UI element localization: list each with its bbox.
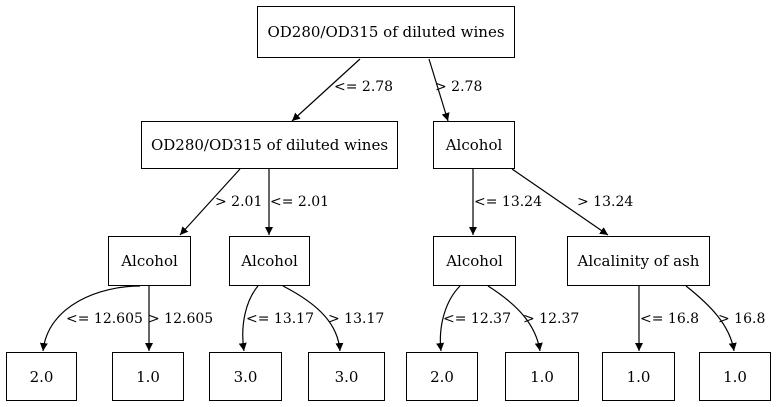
edge-b-right: [282, 285, 344, 352]
edge-l1l-left: [179, 168, 241, 236]
edge-label-c-right: > 12.37: [523, 311, 580, 327]
edge-root-left: [291, 58, 361, 122]
edge-label-root-right: > 2.78: [435, 79, 483, 95]
edge-label-l1l-left: > 2.01: [215, 194, 263, 210]
leaf-node-1: 2.0: [6, 352, 77, 401]
edge-c-left: [436, 285, 461, 352]
edge-b-left: [238, 285, 259, 352]
edge-label-d-left: <= 16.8: [640, 311, 700, 327]
edge-c-right: [487, 285, 543, 352]
leaf-node-7: 1.0: [602, 352, 675, 401]
level2-node-b: Alcohol: [229, 236, 310, 286]
edge-l1r-right: [511, 168, 609, 236]
edge-label-b-right: > 13.17: [328, 311, 385, 327]
edge-label-l1l-right: <= 2.01: [270, 194, 330, 210]
edge-a-left: [39, 285, 141, 352]
edge-root-right: [428, 58, 450, 122]
edge-label-c-left: <= 12.37: [443, 311, 511, 327]
edge-label-a-right: > 12.605: [148, 311, 214, 327]
edge-label-root-left: <= 2.78: [334, 79, 394, 95]
root-node: OD280/OD315 of diluted wines: [257, 6, 515, 58]
level2-node-c: Alcohol: [433, 236, 516, 286]
edge-label-l1r-left: <= 13.24: [474, 194, 542, 210]
edge-label-d-right: > 16.8: [718, 311, 766, 327]
leaf-node-3: 3.0: [209, 352, 282, 401]
leaf-node-8: 1.0: [699, 352, 771, 401]
leaf-node-4: 3.0: [308, 352, 385, 401]
edge-label-l1r-right: > 13.24: [577, 194, 634, 210]
level2-node-d: Alcalinity of ash: [567, 236, 710, 286]
leaf-node-6: 1.0: [505, 352, 579, 401]
leaf-node-5: 2.0: [406, 352, 478, 401]
edge-d-right: [685, 285, 737, 352]
level1-right-node: Alcohol: [433, 121, 515, 169]
level2-node-a: Alcohol: [108, 236, 191, 286]
edge-label-b-left: <= 13.17: [246, 311, 314, 327]
leaf-node-2: 1.0: [112, 352, 184, 401]
edge-label-a-left: <= 12.605: [66, 311, 143, 327]
level1-left-node: OD280/OD315 of diluted wines: [141, 121, 398, 169]
